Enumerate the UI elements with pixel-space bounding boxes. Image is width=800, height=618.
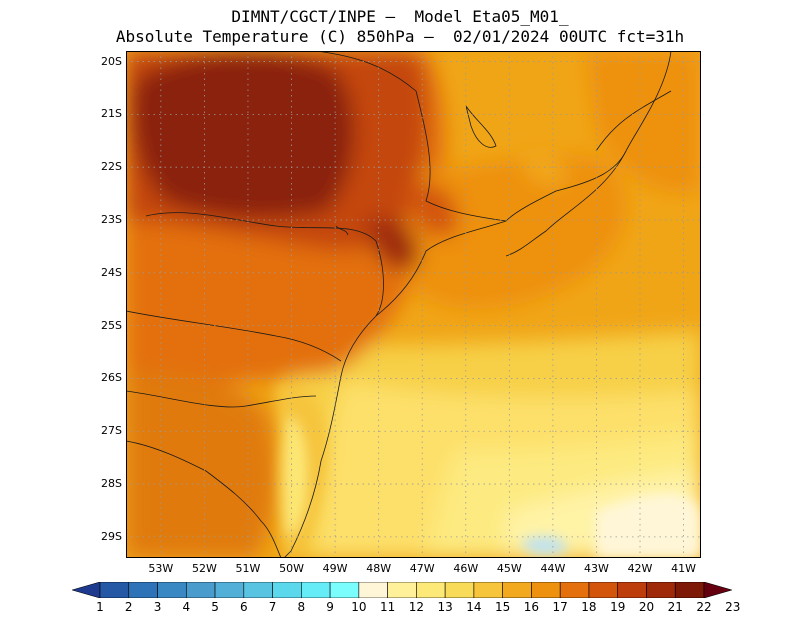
colorbar-label: 12 [408,600,425,614]
lat-tick-label: 20S [101,54,122,68]
colorbar-swatch [646,582,676,598]
colorbar-label: 7 [268,600,277,614]
lon-tick-label: 51W [235,562,261,575]
colorbar-label: 3 [153,600,162,614]
colorbar [72,582,732,598]
colorbar-label: 14 [466,600,482,614]
colorbar-swatch [358,582,388,598]
colorbar-swatch [272,582,302,598]
colorbar-label: 2 [124,600,133,614]
colorbar-label: 11 [379,600,396,614]
colorbar-swatch [185,582,216,598]
lat-tick-label: 24S [101,265,122,279]
lat-tick-label: 28S [101,477,122,491]
colorbar-swatch [416,582,446,598]
colorbar-label: 15 [495,600,511,614]
lat-tick-label: 22S [101,160,122,174]
lon-tick-label: 44W [540,562,566,575]
colorbar-label: 10 [351,600,367,614]
lat-tick-label: 27S [101,424,122,438]
colorbar-swatch [301,582,331,598]
lat-tick-label: 23S [101,213,122,226]
colorbar-swatch [387,582,417,598]
lon-tick-label: 41W [671,562,696,575]
colorbar-label: 23 [725,600,741,614]
colorbar-label: 4 [182,600,191,614]
lat-tick-label: 21S [101,107,122,121]
colorbar-label: 8 [297,600,306,614]
colorbar-label: 22 [696,600,712,614]
lon-tick-label: 50W [279,562,304,575]
lon-tick-label: 43W [584,562,609,575]
colorbar-swatch [99,582,130,598]
colorbar-label: 16 [523,600,540,614]
lon-tick-label: 53W [148,562,174,575]
lon-tick-label: 42W [627,562,653,575]
colorbar-swatch [243,582,273,598]
colorbar-arrow-high [703,582,732,598]
lon-tick-label: 46W [453,562,479,575]
lon-tick-label: 47W [409,562,435,575]
lat-tick-label: 25S [101,318,122,332]
lat-tick-label: 29S [101,529,122,543]
map-title-line-1: DIMNT/CGCT/INPE – Model Eta05_M01_ [231,7,569,26]
lat-tick-label: 26S [101,371,122,385]
lon-tick-label: 52W [191,562,217,575]
colorbar-label: 21 [667,600,683,614]
colorbar-swatch [473,582,503,598]
colorbar-label: 20 [638,600,655,614]
colorbar-label: 17 [552,600,568,614]
colorbar-swatch [502,582,532,598]
colorbar-label: 1 [96,600,104,614]
colorbar-swatch [128,582,158,598]
colorbar-label: 9 [326,600,334,614]
colorbar-swatch [444,582,475,598]
lon-tick-label: 48W [366,562,392,575]
colorbar-label: 19 [610,600,626,614]
colorbar-swatch [329,582,360,598]
colorbar-swatch [214,582,245,598]
colorbar-label: 6 [239,600,248,614]
map-title-line-2: Absolute Temperature (C) 850hPa – 02/01/… [115,27,685,46]
colorbar-swatch [674,582,705,598]
lon-tick-label: 45W [496,562,522,575]
colorbar-label: 5 [211,600,219,614]
colorbar-swatch [559,582,590,598]
colorbar-label: 18 [581,600,597,614]
lon-tick-label: 49W [322,562,348,575]
colorbar-swatch [531,582,561,598]
temperature-map [126,51,701,558]
colorbar-swatch [157,582,187,598]
colorbar-label: 13 [437,600,453,614]
colorbar-arrow-low [72,582,101,598]
colorbar-swatch [588,582,619,598]
colorbar-swatch [617,582,647,598]
